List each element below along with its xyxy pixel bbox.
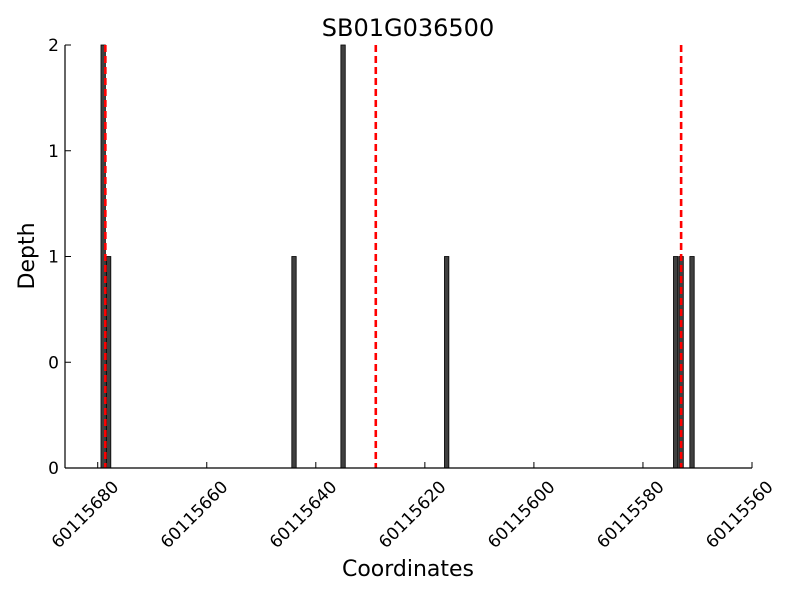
x-tick-label-4: 60115600 [484, 477, 559, 552]
x-tick-label-1: 60115660 [157, 477, 232, 552]
x-tick-label-5: 60115580 [593, 477, 668, 552]
bar-3 [340, 44, 346, 469]
x-tick-label-6: 60115560 [702, 477, 777, 552]
bar-7 [689, 256, 695, 469]
bar-2 [291, 256, 297, 469]
y-tick-label-1: 0 [48, 353, 59, 373]
x-tick-label-2: 60115640 [266, 477, 341, 552]
y-tick-label-4: 2 [48, 36, 59, 56]
y-axis-label: Depth [15, 222, 40, 289]
bar-1 [106, 256, 112, 469]
bar-4 [444, 256, 450, 469]
bar-5 [673, 256, 679, 469]
x-axis-label: Coordinates [342, 557, 474, 582]
chart-title: SB01G036500 [322, 14, 494, 42]
y-tick-label-3: 1 [48, 142, 59, 162]
y-tick-label-0: 0 [48, 459, 59, 479]
x-tick-label-3: 60115620 [375, 477, 450, 552]
x-tick-label-0: 60115680 [48, 477, 123, 552]
plot-area: 0 0 1 1 2 60115680 60115660 60115640 60115620 601… [48, 36, 778, 553]
y-tick-label-2: 1 [48, 248, 59, 268]
